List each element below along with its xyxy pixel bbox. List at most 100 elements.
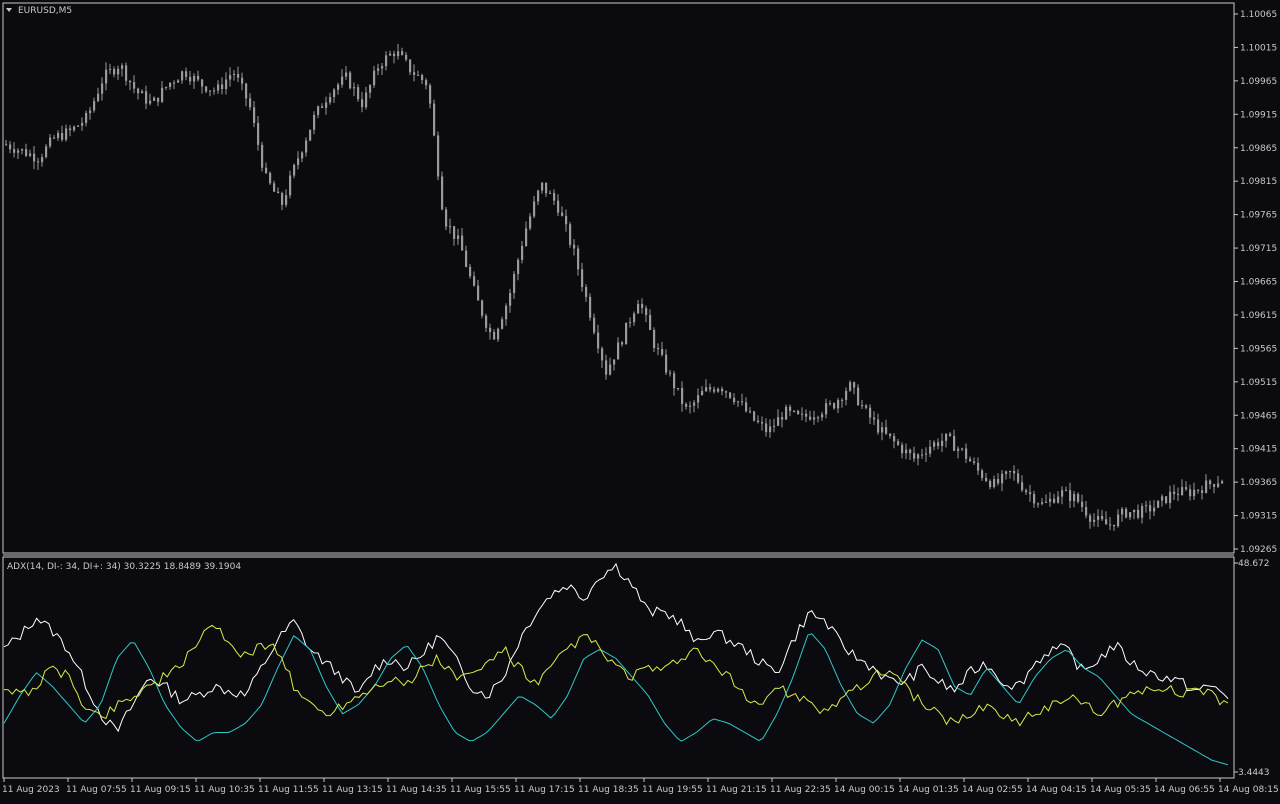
candle-body: [665, 354, 668, 373]
candle-body: [881, 427, 884, 433]
candle-body: [1069, 490, 1072, 502]
time-tick-label: 11 Aug 13:15: [322, 785, 383, 795]
candle-body: [253, 107, 256, 124]
candle-body: [1209, 480, 1212, 485]
candle-body: [885, 427, 888, 434]
candle-body: [913, 453, 916, 459]
candle-body: [493, 332, 496, 340]
candle-body: [893, 435, 896, 442]
candle-body: [1185, 487, 1188, 490]
price-tick-label: 1.09715: [1240, 244, 1277, 254]
candle-body: [697, 395, 700, 403]
candle-body: [365, 92, 368, 108]
candle-body: [625, 322, 628, 345]
candle-body: [525, 228, 528, 246]
candle-body: [1125, 508, 1128, 518]
candle-body: [1033, 494, 1036, 504]
candle-body: [901, 444, 904, 454]
candle-body: [85, 113, 88, 123]
candle-body: [941, 440, 944, 447]
candle-body: [637, 303, 640, 314]
candle-body: [761, 422, 764, 424]
time-tick-label: 11 Aug 11:55: [258, 785, 319, 795]
candle-body: [561, 212, 564, 216]
candle-body: [69, 128, 72, 131]
candle-body: [601, 348, 604, 361]
candle-body: [877, 419, 880, 433]
candle-body: [241, 77, 244, 84]
candle-body: [37, 161, 40, 163]
candle-body: [5, 144, 8, 146]
candle-body: [1097, 516, 1100, 520]
candle-body: [301, 152, 304, 159]
time-tick-label: 11 Aug 15:55: [450, 785, 511, 795]
indicator-tick-label: 48.672: [1238, 559, 1270, 569]
price-tick-label: 1.09415: [1240, 445, 1277, 455]
candle-body: [713, 389, 716, 392]
candle-body: [373, 70, 376, 86]
candle-body: [729, 392, 732, 398]
candle-body: [509, 292, 512, 306]
candle-body: [897, 441, 900, 445]
candle-body: [13, 149, 16, 153]
time-tick-label: 11 Aug 2023: [2, 785, 60, 795]
candle-body: [117, 68, 120, 75]
candle-body: [521, 245, 524, 260]
candle-body: [197, 75, 200, 80]
candle-body: [1037, 503, 1040, 505]
candle-body: [361, 99, 364, 108]
candle-body: [421, 74, 424, 81]
candle-body: [209, 90, 212, 92]
symbol-label[interactable]: EURUSD,M5: [18, 6, 72, 16]
candle-body: [97, 93, 100, 102]
time-tick-label: 14 Aug 06:55: [1154, 785, 1215, 795]
candle-body: [1129, 512, 1132, 518]
symbol-dropdown-icon[interactable]: [6, 8, 12, 12]
candle-body: [1137, 509, 1140, 518]
time-tick-label: 11 Aug 19:55: [642, 785, 703, 795]
candle-body: [765, 423, 768, 433]
candle-body: [617, 342, 620, 360]
candle-body: [177, 80, 180, 83]
candle-body: [409, 59, 412, 73]
candle-body: [673, 373, 676, 389]
candle-body: [517, 259, 520, 274]
candle-body: [429, 85, 432, 104]
candle-body: [237, 73, 240, 78]
candle-body: [865, 405, 868, 408]
time-tick-label: 11 Aug 21:15: [706, 785, 767, 795]
di-plus-line: [3, 624, 1229, 727]
candle-body: [297, 158, 300, 165]
candle-body: [813, 417, 816, 420]
candle-body: [1165, 496, 1168, 503]
time-tick-label: 14 Aug 02:55: [962, 785, 1023, 795]
candle-body: [605, 360, 608, 375]
time-tick-label: 11 Aug 09:15: [130, 785, 191, 795]
di-minus-line: [3, 633, 1229, 766]
indicator-label[interactable]: ADX(14, DI-: 34, DI+: 34) 30.3225 18.848…: [7, 562, 241, 572]
candle-body: [89, 110, 92, 114]
time-axis: 11 Aug 2023 11 Aug 07:55 11 Aug 09:15 11 Au…: [2, 778, 1279, 795]
candle-body: [1085, 507, 1088, 516]
time-tick-label: 11 Aug 14:35: [386, 785, 447, 795]
candle-body: [989, 480, 992, 488]
candle-body: [1177, 493, 1180, 496]
candle-body: [817, 417, 820, 419]
candle-body: [749, 411, 752, 413]
candle-body: [669, 372, 672, 374]
candle-body: [909, 449, 912, 454]
candle-body: [565, 215, 568, 225]
candle-body: [281, 193, 284, 205]
price-tick-label: 1.09665: [1240, 278, 1277, 288]
candle-body: [465, 250, 468, 267]
candle-body: [289, 175, 292, 196]
candle-body: [1025, 490, 1028, 493]
candle-body: [369, 85, 372, 93]
candle-body: [1221, 481, 1224, 484]
candle-body: [1001, 473, 1004, 484]
candle-body: [233, 73, 236, 76]
candle-body: [797, 410, 800, 414]
time-tick-label: 14 Aug 00:15: [834, 785, 895, 795]
